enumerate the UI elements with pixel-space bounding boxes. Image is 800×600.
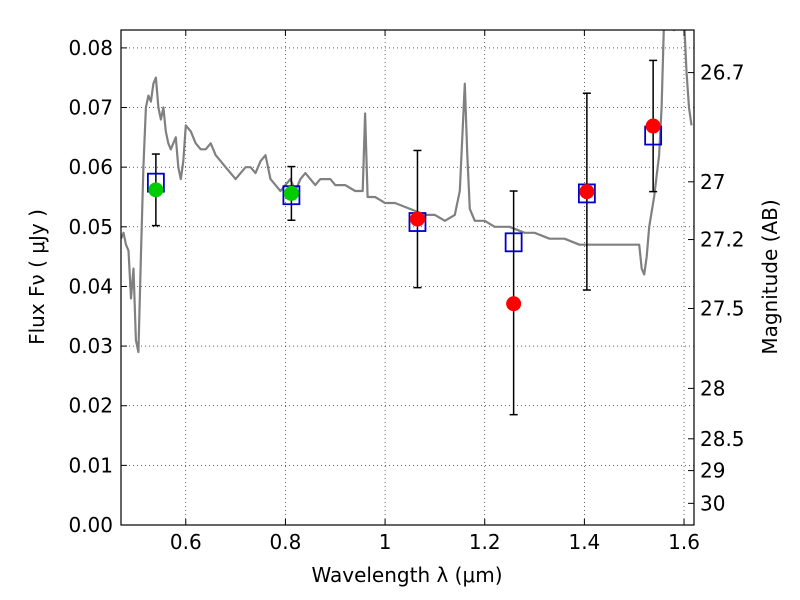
y-tick-label: 0.03 xyxy=(68,334,113,358)
observed-point xyxy=(148,182,164,198)
y-tick-label: 0.02 xyxy=(68,394,113,418)
observed-point xyxy=(283,185,299,201)
model-square xyxy=(504,232,523,253)
grid xyxy=(121,30,694,525)
y-tick-label: 0.07 xyxy=(68,96,113,120)
observed-points xyxy=(148,118,661,312)
observed-point xyxy=(579,184,595,200)
y2-tick-label: 27.5 xyxy=(700,296,745,320)
y-tick-label: 0.05 xyxy=(68,215,113,239)
observed-point xyxy=(506,296,522,312)
y2-tick-label: 28.5 xyxy=(700,427,745,451)
x-axis-label: Wavelength λ (μm) xyxy=(311,563,502,587)
y-tick-label: 0.08 xyxy=(68,36,113,60)
y2-tick-label: 27.2 xyxy=(700,228,745,252)
y2-tick-label: 28 xyxy=(700,376,725,400)
spectrum-layer xyxy=(121,30,693,354)
x-tick-label: 0.6 xyxy=(170,530,202,554)
y2-axis-label: Magnitude (AB) xyxy=(758,199,782,354)
y2-tick-label: 29 xyxy=(700,459,725,483)
y-tick-label: 0.00 xyxy=(68,513,113,537)
axis-ticks: 0.6 0.8 1 1.2 1.4 1.6 0.00 0.01 0.02 0.03 0.04 0.05… xyxy=(68,30,745,554)
y-tick-label: 0.06 xyxy=(68,155,113,179)
x-tick-label: 1 xyxy=(379,530,392,554)
y2-tick-label: 27 xyxy=(700,170,725,194)
y2-tick-label: 30 xyxy=(700,491,725,515)
plot-frame xyxy=(120,29,695,526)
spectrum-line xyxy=(121,30,693,354)
x-tick-label: 1.4 xyxy=(568,530,600,554)
y2-tick-label: 26.7 xyxy=(700,61,745,85)
observed-point xyxy=(409,211,425,227)
y-tick-label: 0.04 xyxy=(68,274,113,298)
x-tick-label: 0.8 xyxy=(270,530,302,554)
observed-point xyxy=(645,118,661,134)
x-tick-label: 1.6 xyxy=(668,530,700,554)
x-tick-label: 1.2 xyxy=(469,530,501,554)
y-axis-label: Flux Fν ( μJy ) xyxy=(25,209,49,345)
plot-area xyxy=(121,30,694,525)
y-tick-label: 0.01 xyxy=(68,453,113,477)
